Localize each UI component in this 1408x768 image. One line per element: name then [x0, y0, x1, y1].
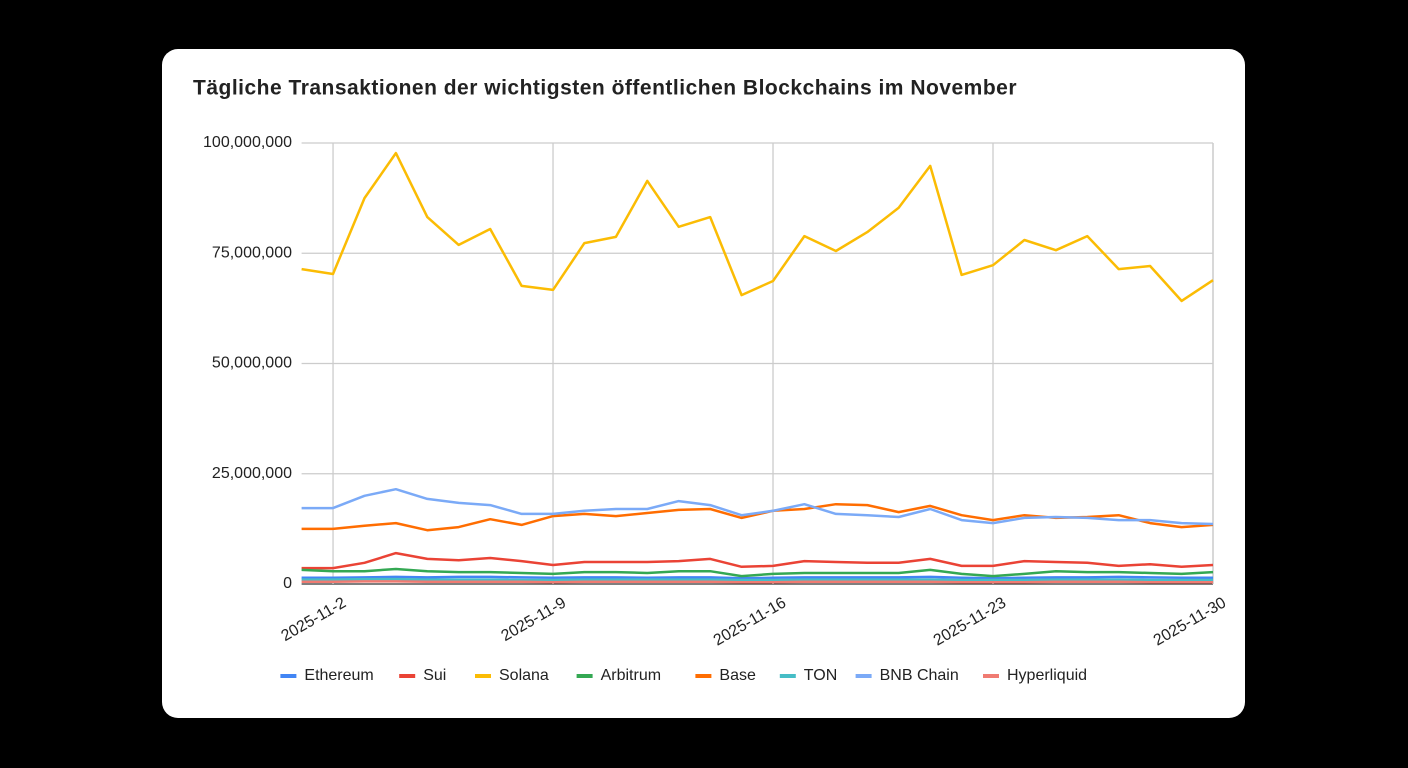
legend-label: Base: [719, 667, 756, 684]
chart-title: Tägliche Transaktionen der wichtigsten ö…: [193, 77, 1017, 100]
series-line: [301, 580, 1213, 584]
series-line: [301, 487, 1214, 526]
chart-card: [162, 49, 1245, 718]
legend-label: Sui: [423, 667, 446, 684]
x-tick-label: 2025-11-2: [278, 594, 349, 645]
y-tick-label: 75,000,000: [212, 244, 292, 261]
series-line: [301, 577, 1213, 582]
legend-label: BNB Chain: [880, 667, 959, 684]
legend-label: Solana: [499, 667, 549, 684]
legend-label: Ethereum: [304, 667, 373, 684]
series-line: [301, 151, 1214, 303]
series-line: [301, 575, 1213, 580]
y-tick-label: 25,000,000: [212, 465, 292, 482]
x-tick-label: 2025-11-23: [931, 594, 1009, 649]
series-line: [301, 567, 1214, 578]
series-line: [301, 551, 1214, 570]
legend-label: Hyperliquid: [1007, 667, 1087, 684]
y-tick-label: 100,000,000: [203, 134, 292, 151]
x-tick-label: 2025-11-16: [711, 594, 789, 649]
x-tick-label: 2025-11-30: [1151, 594, 1229, 649]
y-tick-label: 50,000,000: [212, 355, 292, 372]
legend-label: TON: [804, 667, 837, 684]
legend-label: Arbitrum: [601, 667, 661, 684]
y-tick-label: 0: [283, 575, 292, 592]
x-tick-label: 2025-11-9: [498, 594, 569, 645]
